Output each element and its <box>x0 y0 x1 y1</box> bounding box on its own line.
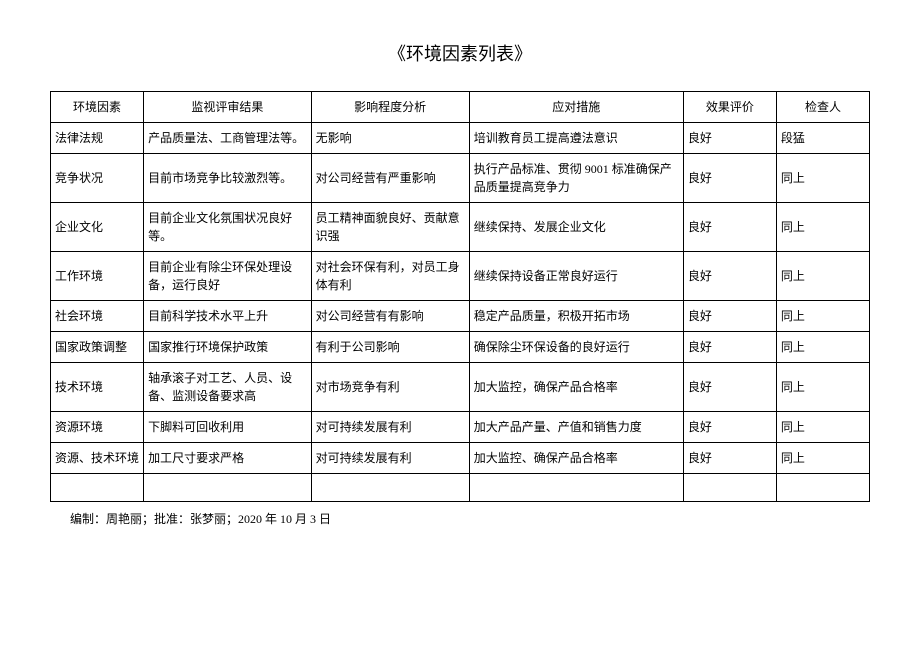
table-cell: 目前科学技术水平上升 <box>144 301 312 332</box>
table-cell: 良好 <box>683 363 776 412</box>
table-cell: 法律法规 <box>51 123 144 154</box>
table-cell: 对公司经营有严重影响 <box>311 154 469 203</box>
table-cell: 确保除尘环保设备的良好运行 <box>469 332 683 363</box>
table-cell <box>311 474 469 502</box>
table-cell: 同上 <box>776 301 869 332</box>
table-cell: 有利于公司影响 <box>311 332 469 363</box>
table-cell: 加大监控、确保产品合格率 <box>469 443 683 474</box>
col-header-inspector: 检查人 <box>776 92 869 123</box>
table-cell: 良好 <box>683 301 776 332</box>
table-cell: 企业文化 <box>51 203 144 252</box>
table-cell: 加工尺寸要求严格 <box>144 443 312 474</box>
table-cell: 目前市场竞争比较激烈等。 <box>144 154 312 203</box>
table-cell: 对社会环保有利，对员工身体有利 <box>311 252 469 301</box>
table-cell <box>51 474 144 502</box>
table-cell: 员工精神面貌良好、贡献意识强 <box>311 203 469 252</box>
table-row: 竞争状况目前市场竞争比较激烈等。对公司经营有严重影响执行产品标准、贯彻 9001… <box>51 154 870 203</box>
footer-signature: 编制：周艳丽；批准：张梦丽；2020 年 10 月 3 日 <box>50 510 870 527</box>
table-cell: 国家推行环境保护政策 <box>144 332 312 363</box>
table-header-row: 环境因素 监视评审结果 影响程度分析 应对措施 效果评价 检查人 <box>51 92 870 123</box>
table-cell <box>469 474 683 502</box>
table-cell: 社会环境 <box>51 301 144 332</box>
table-row: 国家政策调整国家推行环境保护政策有利于公司影响确保除尘环保设备的良好运行良好同上 <box>51 332 870 363</box>
table-cell: 资源、技术环境 <box>51 443 144 474</box>
table-cell: 对可持续发展有利 <box>311 412 469 443</box>
table-row: 社会环境目前科学技术水平上升对公司经营有有影响稳定产品质量，积极开拓市场良好同上 <box>51 301 870 332</box>
table-row: 法律法规产品质量法、工商管理法等。无影响培训教育员工提高遵法意识良好段猛 <box>51 123 870 154</box>
table-row: 工作环境目前企业有除尘环保处理设备，运行良好对社会环保有利，对员工身体有利继续保… <box>51 252 870 301</box>
table-cell: 对可持续发展有利 <box>311 443 469 474</box>
table-cell <box>144 474 312 502</box>
table-cell: 轴承滚子对工艺、人员、设备、监测设备要求高 <box>144 363 312 412</box>
table-cell: 同上 <box>776 443 869 474</box>
table-cell: 良好 <box>683 332 776 363</box>
document-title: 《环境因素列表》 <box>50 40 870 66</box>
table-row: 资源环境下脚料可回收利用对可持续发展有利加大产品产量、产值和销售力度良好同上 <box>51 412 870 443</box>
col-header-factor: 环境因素 <box>51 92 144 123</box>
table-row <box>51 474 870 502</box>
table-cell: 同上 <box>776 203 869 252</box>
table-cell: 良好 <box>683 123 776 154</box>
table-row: 企业文化目前企业文化氛围状况良好等。员工精神面貌良好、贡献意识强继续保持、发展企… <box>51 203 870 252</box>
table-cell: 目前企业文化氛围状况良好等。 <box>144 203 312 252</box>
table-cell: 继续保持、发展企业文化 <box>469 203 683 252</box>
table-cell: 目前企业有除尘环保处理设备，运行良好 <box>144 252 312 301</box>
table-cell: 同上 <box>776 332 869 363</box>
table-cell: 加大监控，确保产品合格率 <box>469 363 683 412</box>
table-cell: 国家政策调整 <box>51 332 144 363</box>
table-cell: 良好 <box>683 203 776 252</box>
col-header-review: 监视评审结果 <box>144 92 312 123</box>
table-cell: 工作环境 <box>51 252 144 301</box>
environment-factors-table: 环境因素 监视评审结果 影响程度分析 应对措施 效果评价 检查人 法律法规产品质… <box>50 91 870 502</box>
table-cell: 加大产品产量、产值和销售力度 <box>469 412 683 443</box>
table-cell: 执行产品标准、贯彻 9001 标准确保产品质量提高竞争力 <box>469 154 683 203</box>
table-cell: 继续保持设备正常良好运行 <box>469 252 683 301</box>
table-cell: 对公司经营有有影响 <box>311 301 469 332</box>
table-cell: 下脚料可回收利用 <box>144 412 312 443</box>
table-cell: 良好 <box>683 443 776 474</box>
table-cell: 良好 <box>683 154 776 203</box>
table-cell: 资源环境 <box>51 412 144 443</box>
table-cell: 段猛 <box>776 123 869 154</box>
table-cell: 良好 <box>683 252 776 301</box>
table-cell: 良好 <box>683 412 776 443</box>
table-cell: 同上 <box>776 412 869 443</box>
table-cell: 对市场竞争有利 <box>311 363 469 412</box>
table-cell: 竞争状况 <box>51 154 144 203</box>
table-cell: 稳定产品质量，积极开拓市场 <box>469 301 683 332</box>
table-row: 技术环境轴承滚子对工艺、人员、设备、监测设备要求高对市场竞争有利加大监控，确保产… <box>51 363 870 412</box>
table-cell: 技术环境 <box>51 363 144 412</box>
table-cell: 同上 <box>776 252 869 301</box>
table-cell: 产品质量法、工商管理法等。 <box>144 123 312 154</box>
table-cell: 同上 <box>776 363 869 412</box>
table-cell: 培训教育员工提高遵法意识 <box>469 123 683 154</box>
table-cell: 无影响 <box>311 123 469 154</box>
table-cell: 同上 <box>776 154 869 203</box>
table-cell <box>776 474 869 502</box>
table-row: 资源、技术环境加工尺寸要求严格对可持续发展有利加大监控、确保产品合格率良好同上 <box>51 443 870 474</box>
col-header-measure: 应对措施 <box>469 92 683 123</box>
col-header-impact: 影响程度分析 <box>311 92 469 123</box>
col-header-effect: 效果评价 <box>683 92 776 123</box>
table-cell <box>683 474 776 502</box>
